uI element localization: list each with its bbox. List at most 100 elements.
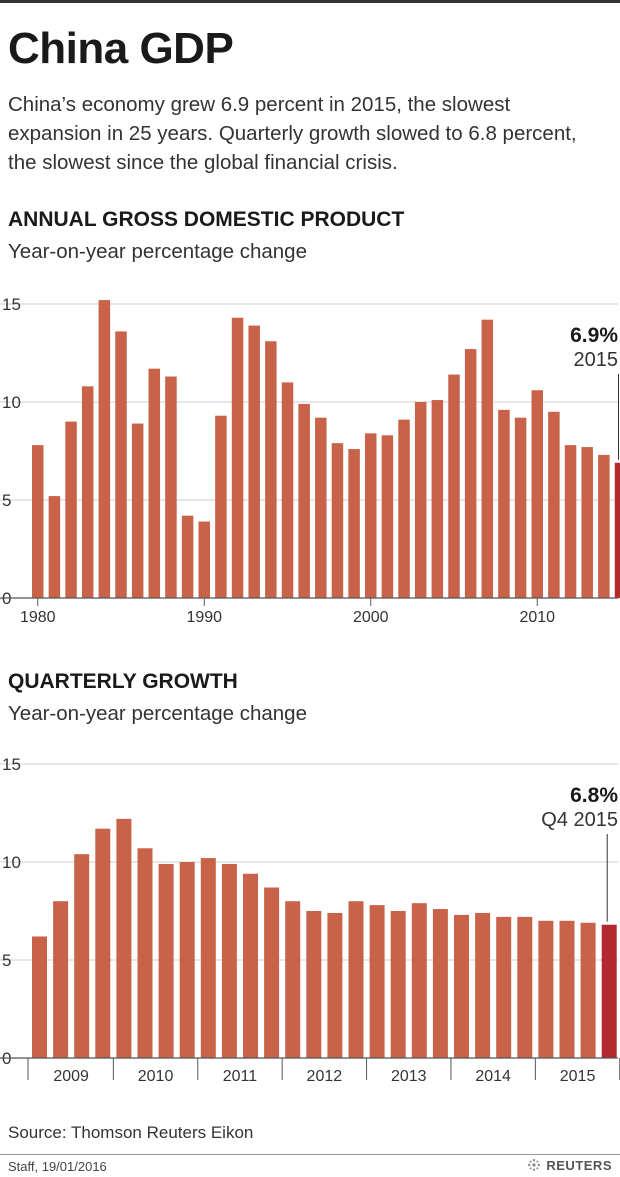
reuters-brand: REUTERS: [526, 1157, 612, 1173]
x-group-label: 2012: [307, 1068, 343, 1085]
annual-bar: [65, 421, 77, 598]
quarterly-bar: [116, 818, 132, 1058]
y-tick-label: 15: [2, 295, 21, 314]
quarterly-bar: [264, 887, 280, 1058]
quarterly-bar: [496, 916, 512, 1058]
x-group-label: 2009: [53, 1068, 89, 1085]
annual-bar: [315, 417, 327, 598]
brand-label: REUTERS: [546, 1157, 612, 1173]
quarterly-bar: [432, 909, 448, 1058]
annual-bar: [115, 331, 127, 598]
annual-bar: [514, 417, 527, 598]
annotation-label: 2015: [574, 349, 619, 371]
annual-bar: [148, 368, 161, 598]
quarterly-chart-title: QUARTERLY GROWTH: [8, 670, 238, 693]
annual-bar: [181, 515, 194, 598]
annual-bar: [348, 449, 360, 598]
annual-bar: [598, 454, 610, 598]
quarterly-bar: [221, 863, 237, 1058]
quarterly-bar: [580, 922, 596, 1058]
annual-bar: [365, 433, 377, 598]
annual-bar: [531, 390, 543, 598]
annual-bar: [131, 423, 144, 598]
quarterly-bar: [137, 848, 153, 1058]
annual-bar: [32, 445, 44, 598]
x-group-label: 2014: [475, 1068, 511, 1085]
annual-bar: [481, 319, 494, 598]
quarterly-bar: [559, 920, 575, 1058]
quarterly-bar: [306, 911, 322, 1058]
annual-bar: [431, 400, 444, 598]
quarterly-bar: [390, 911, 406, 1058]
quarterly-bar: [369, 905, 385, 1058]
quarterly-bar: [243, 873, 258, 1058]
x-tick-label: 2000: [353, 609, 389, 626]
credit-line: Staff, 19/01/2016: [8, 1159, 107, 1174]
annual-bar: [215, 415, 227, 598]
annotation-label: Q4 2015: [541, 809, 618, 831]
annual-bar: [398, 419, 410, 598]
annual-bar: [165, 376, 177, 598]
quarterly-bar: [200, 858, 216, 1058]
annual-bar: [81, 386, 94, 598]
y-tick-label: 10: [2, 393, 21, 412]
annual-bar: [298, 403, 310, 598]
x-group-label: 2013: [391, 1068, 427, 1085]
footer-rule: [0, 1154, 620, 1155]
quarterly-bar: [95, 828, 111, 1058]
annual-bar: [498, 409, 510, 598]
annual-bar: [581, 447, 593, 598]
page-title: China GDP: [8, 24, 234, 73]
quarterly-bar: [411, 903, 427, 1058]
annotation-value: 6.9%: [570, 324, 618, 347]
quarterly-bar: [32, 936, 47, 1058]
annual-bar: [331, 443, 344, 598]
annual-bar: [198, 521, 210, 598]
annual-bar: [48, 496, 61, 598]
annual-bar: [281, 382, 294, 598]
top-rule: [0, 0, 620, 3]
quarterly-bar: [327, 912, 343, 1058]
quarterly-chart-subtitle: Year-on-year percentage change: [8, 702, 307, 725]
quarterly-bar: [179, 862, 195, 1058]
annual-bar: [231, 317, 244, 598]
y-tick-label: 5: [2, 491, 11, 510]
annual-bar: [98, 300, 111, 598]
annotation-value: 6.8%: [570, 784, 618, 807]
annual-bar: [448, 374, 460, 598]
annual-bar: [265, 341, 277, 598]
annual-bar: [414, 402, 427, 598]
quarterly-bar: [517, 916, 533, 1058]
annual-bar: [248, 325, 260, 598]
annual-bar: [464, 349, 477, 598]
quarterly-bar: [285, 901, 301, 1058]
reuters-logo-icon: [528, 1159, 541, 1171]
quarterly-bar: [158, 863, 174, 1058]
y-tick-label: 10: [2, 853, 21, 872]
annual-chart-title: ANNUAL GROSS DOMESTIC PRODUCT: [8, 208, 405, 231]
y-tick-label: 5: [2, 951, 11, 970]
quarterly-bar: [601, 924, 617, 1058]
quarterly-bar: [348, 901, 364, 1058]
intro-text: China’s economy grew 6.9 percent in 2015…: [8, 93, 577, 174]
annual-bar: [614, 462, 620, 598]
annual-bar: [381, 435, 394, 598]
quarterly-bar: [538, 920, 554, 1058]
quarterly-bar: [454, 914, 469, 1058]
x-tick-label: 1980: [20, 609, 56, 626]
x-tick-label: 1990: [186, 609, 222, 626]
annual-bar: [564, 445, 577, 598]
annual-bar: [548, 411, 560, 598]
quarterly-bar: [475, 912, 491, 1058]
x-tick-label: 2010: [519, 609, 555, 626]
y-tick-label: 15: [2, 755, 21, 774]
x-group-label: 2011: [223, 1068, 258, 1085]
x-group-label: 2010: [138, 1068, 174, 1085]
x-group-label: 2015: [560, 1068, 596, 1085]
source-note: Source: Thomson Reuters Eikon: [8, 1123, 254, 1142]
quarterly-bar: [53, 901, 69, 1058]
annual-chart-subtitle: Year-on-year percentage change: [8, 240, 307, 263]
quarterly-bar: [74, 854, 90, 1058]
